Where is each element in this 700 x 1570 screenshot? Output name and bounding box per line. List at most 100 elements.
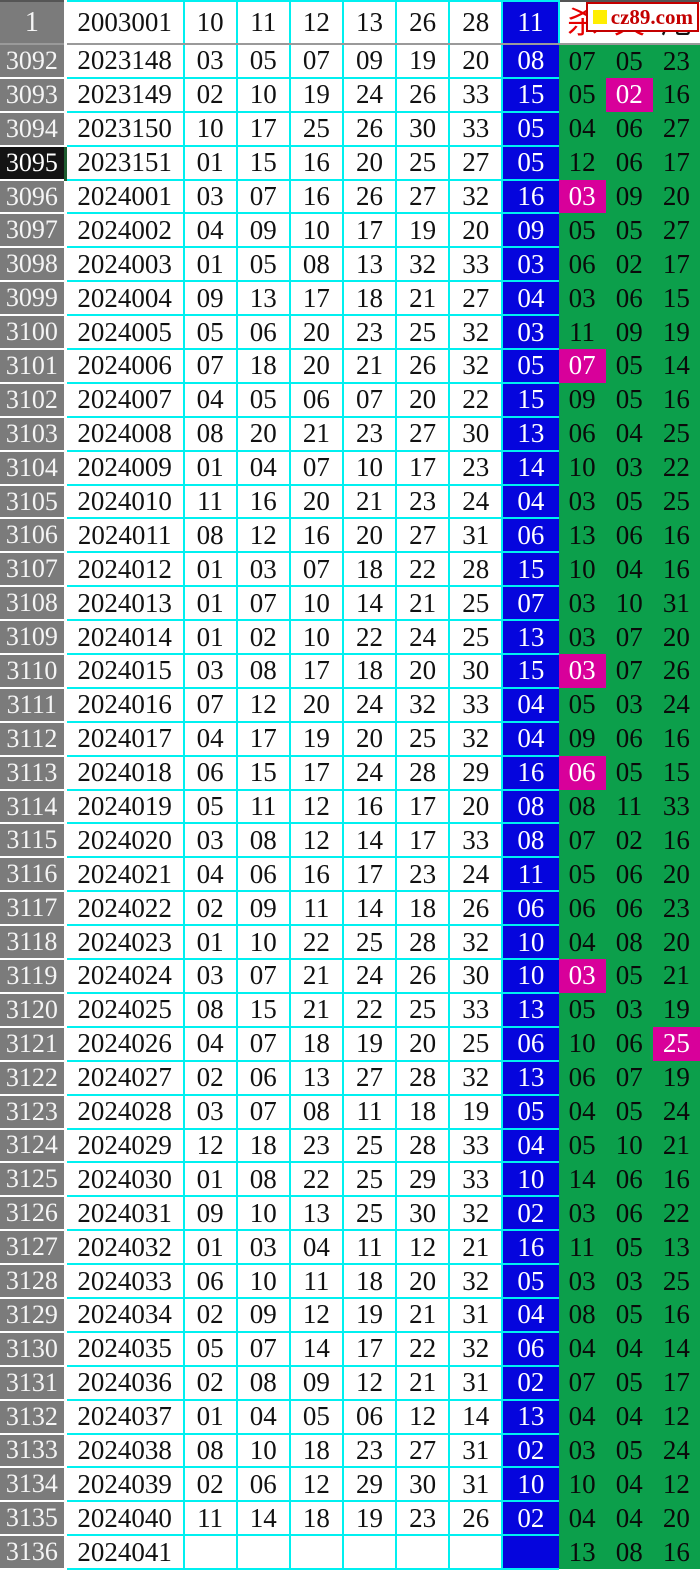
red-ball-cell-6: 21 [448,1229,504,1266]
kill-cell-2: 04 [605,1331,653,1366]
table-row: 3111 2024016 07 12 20 24 32 33 04 05 03 24 [0,686,700,723]
blue-ball-cell: 06 [501,517,559,554]
row-index: 3100 [0,315,67,351]
red-ball-cell-2: 11 [235,788,291,825]
red-ball-cell-3: 20 [288,686,344,723]
red-ball-cell-1: 01 [182,1161,238,1198]
period-cell: 2024039 [65,1466,185,1503]
red-ball-cell-2: 10 [235,76,291,113]
red-ball-cell-5: 20 [395,381,451,418]
kill-cell-3: 25 [652,1264,700,1298]
red-ball-cell-1: 01 [182,1398,238,1435]
red-ball-cell-3: 21 [288,991,344,1028]
red-ball-cell-3 [288,1534,344,1570]
period-cell: 2024026 [65,1025,185,1062]
red-ball-cell-4: 23 [341,415,398,452]
red-ball-cell-4: 25 [341,1161,398,1198]
kill-cell-1: 11 [558,1230,606,1265]
kill-cell-2: 08 [605,925,653,960]
red-ball-cell-1: 12 [182,1127,238,1164]
red-ball-cell-2: 06 [235,314,291,351]
row-index: 3116 [0,857,67,893]
red-ball-cell-2: 06 [235,1466,291,1503]
kill-cell-3: 33 [652,789,700,824]
row-index: 3106 [0,518,67,554]
kill-cell-1: 06 [558,891,606,926]
red-ball-cell-6: 26 [448,1500,504,1537]
red-ball-cell-6: 32 [448,924,504,961]
blue-ball-cell: 03 [501,246,559,283]
kill-cell-2: 02 [605,77,653,112]
table-row: 3096 2024001 03 07 16 26 27 32 16 03 09 20 [0,178,700,215]
table-row: 3094 2023150 10 17 25 26 30 33 05 04 06 27 [0,110,700,147]
red-ball-cell-3: 05 [288,1398,344,1435]
red-ball-cell-2: 20 [235,415,291,452]
red-ball-cell-6: 20 [448,212,504,249]
red-ball-cell-5: 22 [395,1330,451,1367]
kill-cell-1: 11 [558,315,606,350]
period-cell: 2024023 [65,924,185,961]
red-ball-cell-6: 26 [448,890,504,927]
kill-cell-2: 05 [605,349,653,383]
red-ball-cell-4: 20 [341,720,398,757]
row-index: 3096 [0,179,67,215]
period-cell: 2024010 [65,483,185,520]
blue-ball-cell: 06 [501,1330,559,1367]
kill-cell-2: 05 [605,213,653,248]
kill-cell-2: 03 [605,992,653,1027]
red-ball-cell-1: 03 [182,1093,238,1130]
red-ball-cell-2: 12 [235,686,291,723]
table-row: 3107 2024012 01 03 07 18 22 28 15 10 04 16 [0,551,700,588]
kill-cell-2: 05 [605,959,653,993]
red-ball-cell-3: 16 [288,856,344,893]
site-logo[interactable]: cz89.com [585,2,699,32]
red-ball-cell-6: 32 [448,1059,504,1096]
table-row: 3098 2024003 01 05 08 13 32 33 03 06 02 17 [0,246,700,283]
row-index: 3136 [0,1535,67,1570]
red-ball-cell-1: 09 [182,280,238,317]
period-cell: 2024038 [65,1432,185,1469]
red-ball-cell-2: 06 [235,856,291,893]
red-ball-cell-6: 33 [448,1127,504,1164]
kill-cell-1: 06 [558,755,606,790]
red-ball-cell-3: 20 [288,314,344,351]
kill-cell-3: 16 [652,382,700,417]
table-row: 3128 2024033 06 10 11 18 20 32 05 03 03 25 [0,1263,700,1299]
row-index: 3097 [0,213,67,249]
red-ball-cell-4: 25 [341,1195,398,1232]
period-cell: 2024004 [65,280,185,317]
kill-cell-1: 03 [558,654,606,688]
red-ball-cell-6: 32 [448,1330,504,1367]
blue-ball-cell: 05 [501,1093,559,1130]
row-index: 3111 [0,687,67,723]
kill-cell-3: 20 [652,179,700,214]
table-row: 3099 2024004 09 13 17 18 21 27 04 03 06 15 [0,280,700,317]
red-ball-cell-4: 11 [341,1229,398,1266]
kill-cell-3: 17 [652,247,700,282]
period-cell: 2024009 [65,449,185,486]
red-ball-cell-6: 31 [448,1296,504,1333]
table-row: 3120 2024025 08 15 21 22 25 33 13 05 03 19 [0,991,700,1028]
red-ball-cell-1: 05 [182,1330,238,1367]
red-ball-cell-5: 23 [395,483,451,520]
red-ball-cell-4: 12 [341,1364,398,1401]
red-ball-cell-4: 24 [341,958,398,994]
period-cell: 2024037 [65,1398,185,1435]
period-cell: 2024019 [65,788,185,825]
kill-cell-2: 04 [605,416,653,451]
red-ball-cell-4: 25 [341,1127,398,1164]
period-cell: 2024035 [65,1330,185,1367]
kill-cell-1: 10 [558,1467,606,1502]
red-ball-cell-5: 30 [395,1466,451,1503]
period-cell: 2023151 [65,144,185,181]
red-ball-cell-1: 03 [182,822,238,859]
red-ball-cell-4: 19 [341,1025,398,1062]
red-ball-cell-4: 24 [341,686,398,723]
red-ball-cell-5: 12 [395,1398,451,1435]
kill-cell-1: 05 [558,687,606,722]
red-ball-cell-4: 24 [341,76,398,113]
table-row: 3134 2024039 02 06 12 29 30 31 10 10 04 12 [0,1466,700,1503]
row-index: 3122 [0,1060,67,1096]
red-ball-cell-6: 33 [448,110,504,147]
kill-cell-2: 07 [605,620,653,655]
